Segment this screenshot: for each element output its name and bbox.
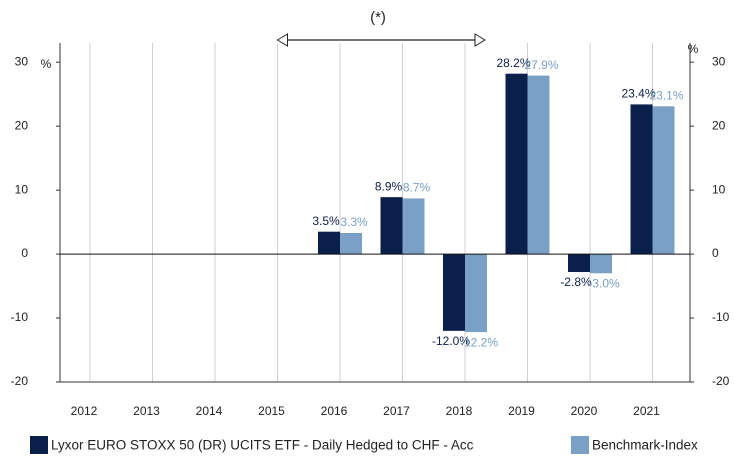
bar [630,104,653,255]
data-label: 8.7% [403,181,431,195]
bar [465,254,487,333]
arrow-head [474,33,486,47]
y-tick-label: 0 [21,246,28,260]
legend-label: Lyxor EURO STOXX 50 (DR) UCITS ETF - Dai… [51,438,474,453]
data-label: 23.4% [621,87,655,101]
bar [505,73,528,255]
y2-tick-label: 0 [712,246,719,260]
data-label: 3.5% [312,214,340,228]
data-label: -12.0% [432,334,470,348]
bar [402,198,425,255]
data-label: 23.1% [649,88,683,102]
data-label: 3.3% [340,215,368,229]
y2-axis-label: % [688,42,699,56]
legend-swatch [571,436,589,454]
bar [318,231,340,255]
annotation: (*) [370,9,386,26]
bar [380,197,403,255]
y-tick-label: -10 [11,310,29,324]
bar [340,232,362,255]
y2-tick-label: -20 [712,374,730,388]
x-tick-label: 2019 [508,404,535,418]
legend-swatch [30,436,48,454]
bar [568,254,590,272]
y2-tick-label: 10 [712,182,726,196]
data-label: -2.8% [560,275,592,289]
x-tick-label: 2014 [196,404,223,418]
y-tick-label: 20 [15,118,29,132]
bar [527,75,550,255]
legend-label: Benchmark-Index [592,438,698,453]
y2-tick-label: -10 [712,310,730,324]
x-tick-label: 2020 [571,404,598,418]
x-tick-label: 2016 [321,404,348,418]
x-tick-label: 2018 [446,404,473,418]
x-tick-label: 2021 [633,404,660,418]
data-label: 28.2% [496,56,530,70]
data-label: 27.9% [524,58,558,72]
bar [443,254,465,331]
y2-tick-label: 20 [712,118,726,132]
data-label: -3.0% [588,276,620,290]
data-label: 8.9% [375,179,403,193]
x-tick-label: 2015 [258,404,285,418]
bar [652,106,675,255]
y2-tick-label: 30 [712,54,726,68]
y-tick-label: 30 [15,54,29,68]
x-tick-label: 2013 [133,404,160,418]
y-tick-label: -20 [11,374,29,388]
arrow-head [276,33,288,47]
x-tick-label: 2012 [71,404,98,418]
data-label: -12.2% [460,335,498,349]
bar [590,254,612,274]
x-tick-label: 2017 [383,404,410,418]
y-tick-label: 10 [15,182,29,196]
y-axis-label: % [41,57,52,71]
